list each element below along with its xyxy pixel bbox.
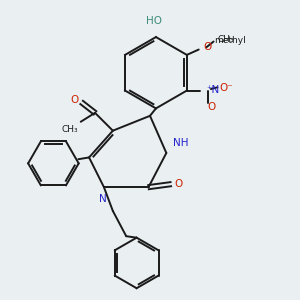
Text: ⁺N: ⁺N (206, 85, 219, 95)
Text: HO: HO (146, 16, 163, 26)
Text: O: O (174, 179, 183, 189)
Text: NH: NH (173, 138, 188, 148)
Text: N: N (99, 194, 106, 204)
Text: O: O (207, 103, 215, 112)
Text: methyl: methyl (214, 35, 246, 44)
Text: CH₃: CH₃ (62, 125, 78, 134)
Text: CH₃: CH₃ (218, 34, 234, 43)
Text: O: O (203, 43, 212, 52)
Text: O⁻: O⁻ (220, 82, 233, 93)
Text: O: O (70, 95, 79, 105)
